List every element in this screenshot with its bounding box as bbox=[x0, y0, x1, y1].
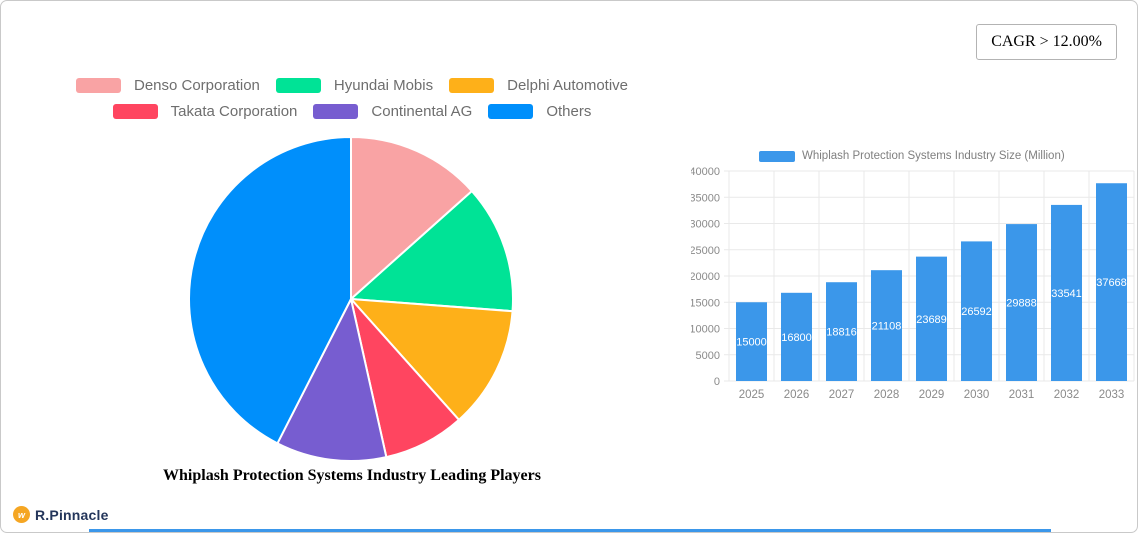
bar-2028[interactable] bbox=[871, 270, 902, 381]
x-axis-tick-label: 2032 bbox=[1054, 389, 1080, 401]
pie-slice-delphi-automotive[interactable] bbox=[350, 298, 514, 421]
bar-2029[interactable] bbox=[916, 256, 947, 381]
legend-swatch bbox=[449, 78, 495, 93]
pie-slice-others[interactable] bbox=[188, 136, 352, 445]
legend-label: Others bbox=[546, 103, 592, 120]
bar-value-label: 21108 bbox=[872, 321, 902, 333]
pie-title: Whiplash Protection Systems Industry Lea… bbox=[163, 467, 541, 484]
y-axis-tick-label: 10000 bbox=[691, 324, 720, 336]
legend-item-takata-corporation[interactable]: Takata Corporation bbox=[112, 103, 298, 120]
bar-legend-swatch bbox=[759, 150, 795, 162]
legend-label: Takata Corporation bbox=[170, 103, 298, 120]
bar-value-label: 33541 bbox=[1051, 288, 1082, 300]
legend-swatch bbox=[275, 78, 321, 93]
pie-legend-row: Denso Corporation Hyundai Mobis Delphi Aut… bbox=[75, 77, 628, 94]
bar-2025[interactable] bbox=[736, 302, 767, 381]
legend-label: Continental AG bbox=[371, 103, 473, 120]
bar-value-label: 16800 bbox=[781, 332, 812, 344]
pie-slice-hyundai-mobis[interactable] bbox=[350, 190, 514, 313]
cropped-element-edge bbox=[89, 529, 1051, 532]
bar-value-label: 15000 bbox=[736, 337, 767, 349]
bar-legend-item[interactable]: Whiplash Protection Systems Industry Siz… bbox=[759, 150, 1065, 162]
legend-swatch bbox=[488, 104, 534, 119]
bar-2033[interactable] bbox=[1096, 183, 1127, 381]
bar-2031[interactable] bbox=[1006, 224, 1037, 381]
x-axis-tick-label: 2033 bbox=[1099, 389, 1125, 401]
y-axis-tick-label: 15000 bbox=[691, 297, 720, 309]
bar-2030[interactable] bbox=[961, 241, 992, 381]
bar-chart: 0 5000 10000 15000 20000 25000 30000 35000 40000… bbox=[691, 166, 1135, 401]
bar-value-label: 23689 bbox=[916, 314, 947, 326]
legend-swatch bbox=[112, 104, 158, 119]
bar-2032[interactable] bbox=[1051, 204, 1082, 381]
legend-label: Denso Corporation bbox=[133, 77, 260, 94]
legend-item-denso-corporation[interactable]: Denso Corporation bbox=[75, 77, 260, 94]
y-axis-tick-label: 0 bbox=[714, 376, 720, 388]
x-axis-tick-label: 2030 bbox=[964, 389, 990, 401]
cagr-badge: CAGR > 12.00% bbox=[976, 24, 1117, 60]
y-axis-tick-label: 40000 bbox=[691, 166, 720, 178]
x-axis-tick-label: 2025 bbox=[739, 389, 765, 401]
x-axis-tick-label: 2027 bbox=[829, 389, 855, 401]
legend-swatch bbox=[75, 78, 121, 93]
y-axis-tick-label: 30000 bbox=[691, 219, 720, 231]
pie-chart bbox=[188, 136, 514, 462]
y-axis-tick-label: 5000 bbox=[696, 350, 720, 362]
brand-name: R.Pinnacle bbox=[35, 506, 109, 523]
pie-slice-denso-corporation[interactable] bbox=[350, 136, 473, 300]
bar-value-label: 26592 bbox=[961, 306, 992, 318]
legend-label: Hyundai Mobis bbox=[333, 77, 434, 94]
y-axis-tick-label: 35000 bbox=[691, 192, 720, 204]
y-axis-tick-label: 20000 bbox=[691, 271, 720, 283]
bar-value-label: 18816 bbox=[826, 327, 857, 339]
x-axis-tick-label: 2031 bbox=[1009, 389, 1035, 401]
legend-item-delphi-automotive[interactable]: Delphi Automotive bbox=[449, 77, 628, 94]
pie-legend-row: Takata Corporation Continental AG Others bbox=[112, 103, 591, 120]
legend-label: Delphi Automotive bbox=[507, 77, 629, 94]
legend-item-others[interactable]: Others bbox=[488, 103, 591, 120]
pie-slice-continental-ag[interactable] bbox=[276, 298, 388, 462]
x-axis-tick-label: 2029 bbox=[919, 389, 945, 401]
legend-item-hyundai-mobis[interactable]: Hyundai Mobis bbox=[275, 77, 434, 94]
bar-value-label: 37668 bbox=[1096, 277, 1127, 289]
bar-value-label: 29888 bbox=[1006, 298, 1037, 310]
bar-2026[interactable] bbox=[781, 292, 812, 381]
bar-2027[interactable] bbox=[826, 282, 857, 381]
pie-legend: Denso Corporation Hyundai Mobis Delphi Aut… bbox=[41, 77, 663, 120]
brand-logo: w R.Pinnacle bbox=[13, 506, 109, 523]
legend-item-continental-ag[interactable]: Continental AG bbox=[313, 103, 472, 120]
y-axis-tick-label: 25000 bbox=[691, 245, 720, 257]
x-axis-tick-label: 2026 bbox=[784, 389, 810, 401]
legend-swatch bbox=[313, 104, 359, 119]
bar-legend-label: Whiplash Protection Systems Industry Siz… bbox=[802, 150, 1065, 162]
bar-chart-section: Whiplash Protection Systems Industry Siz… bbox=[691, 141, 1137, 421]
x-axis-tick-label: 2028 bbox=[874, 389, 900, 401]
pinnacle-circle-icon: w bbox=[13, 506, 30, 523]
